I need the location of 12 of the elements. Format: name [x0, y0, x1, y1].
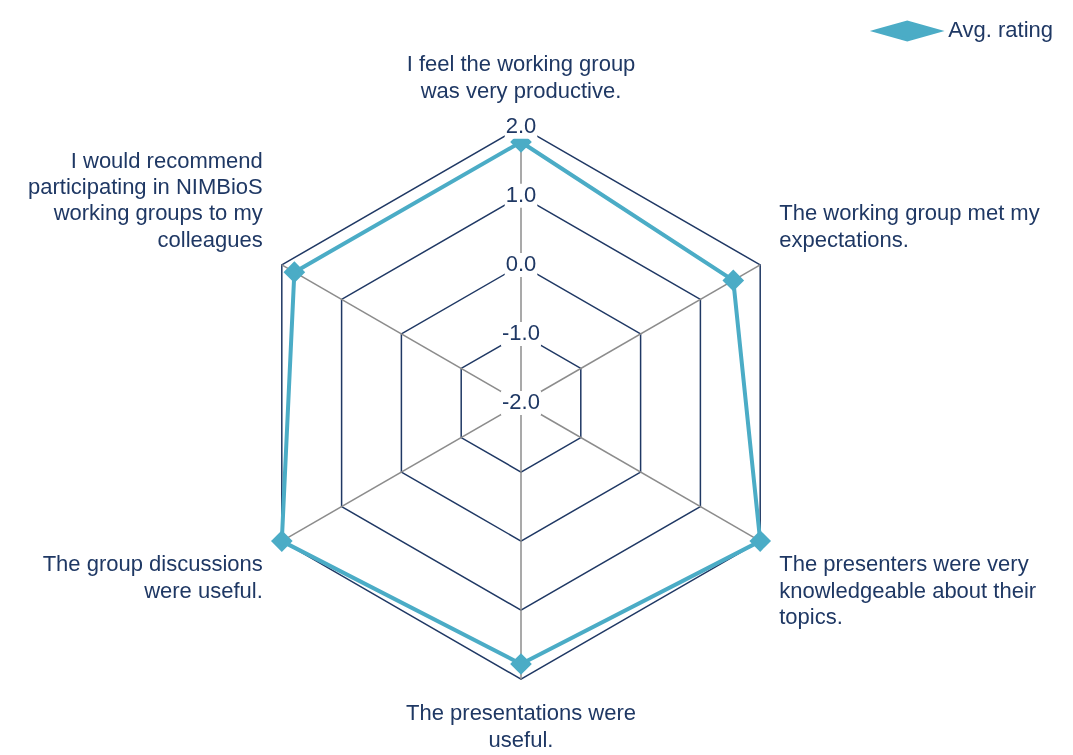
y-tick-label: 2.0	[505, 112, 537, 138]
spoke-label: The presentations were useful.	[406, 700, 636, 752]
legend-label: Avg. rating	[948, 17, 1054, 43]
spoke-label: The working group met my expectations.	[779, 200, 1040, 252]
spoke-label: The group discussions were useful.	[42, 551, 263, 603]
spoke-label: I feel the working group was very productive.	[406, 51, 636, 103]
y-tick-label: -1.0	[502, 320, 540, 346]
y-tick-label: -2.0	[502, 389, 540, 415]
y-tick-label: 1.0	[505, 181, 537, 207]
spoke-label: I would recommend participating in NIMBioS working groups to my colleagues	[27, 147, 263, 252]
spoke-label: The presenters were very knowledgeable about their topics.	[779, 551, 1037, 630]
y-tick-label: 0.0	[505, 250, 537, 276]
